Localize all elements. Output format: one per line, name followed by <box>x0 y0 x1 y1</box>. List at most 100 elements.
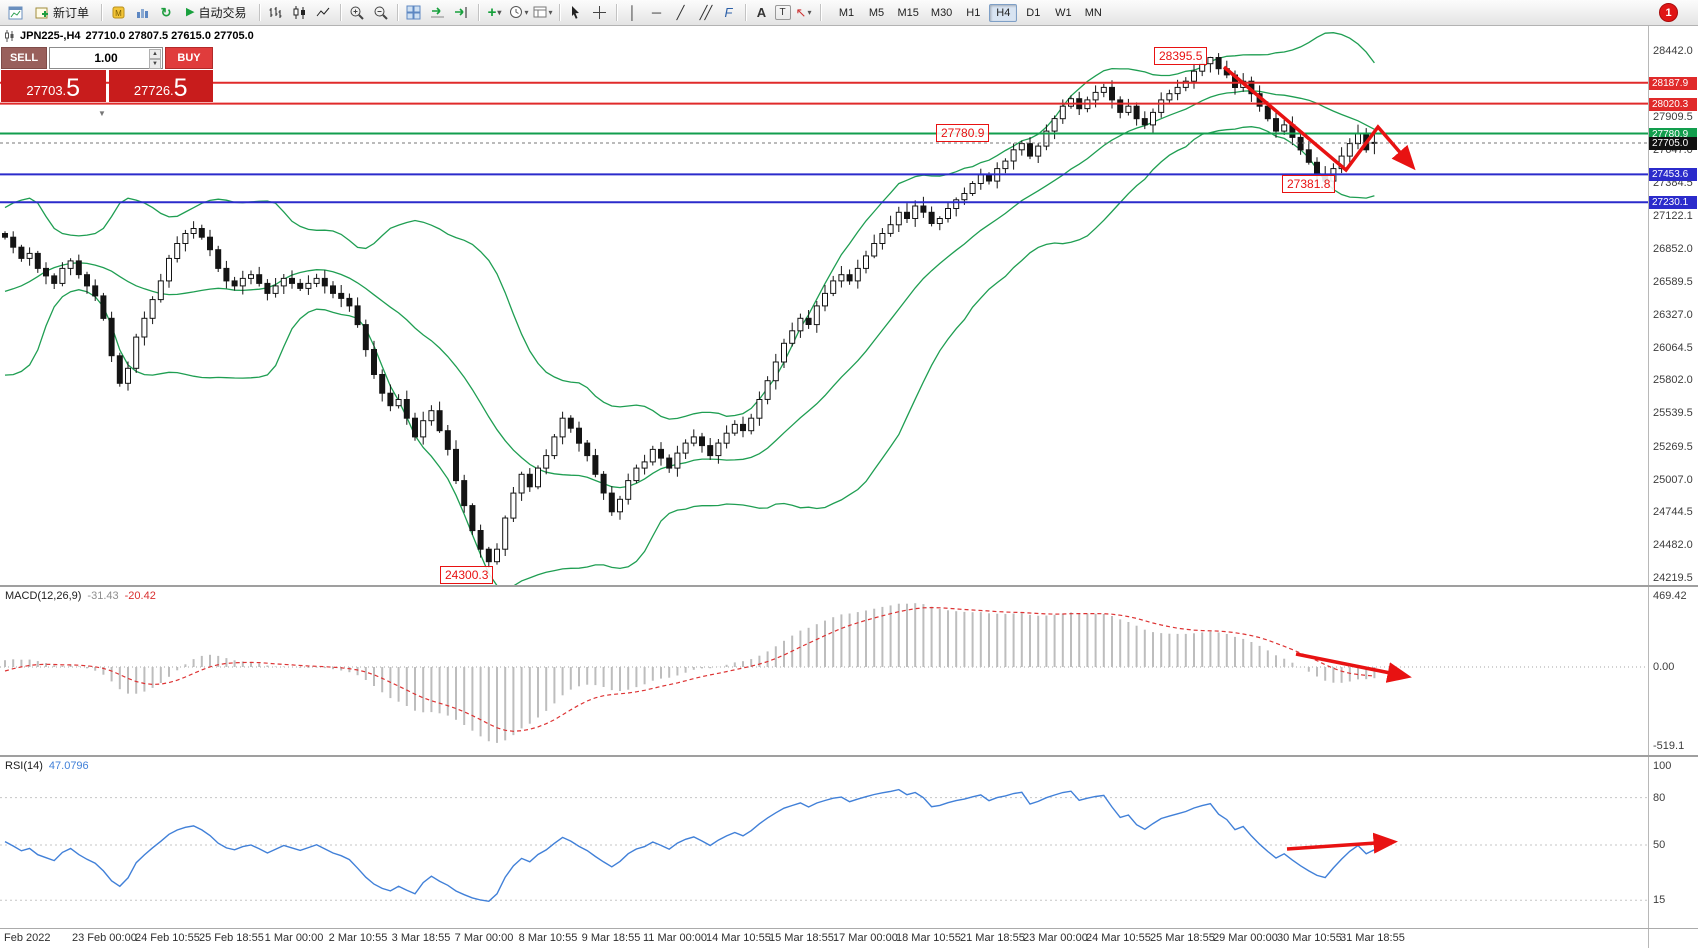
volume-value: 1.00 <box>94 51 118 65</box>
price-axis-label: 25269.5 <box>1653 441 1693 453</box>
symbol-ohlc-values: 27710.0 27807.5 27615.0 27705.0 <box>85 30 254 42</box>
dropdown-caret: ▾ <box>497 8 502 17</box>
time-axis-label: 21 Mar 18:55 <box>960 932 1025 944</box>
new-order-label: 新订单 <box>53 6 90 20</box>
toolbar-separator <box>396 4 398 21</box>
macd-axis-label: 469.42 <box>1653 590 1687 602</box>
new-order-button[interactable]: 新订单 <box>28 2 96 23</box>
panel-splitter-rsi[interactable] <box>0 755 1698 757</box>
price-level-badge: 27230.1 <box>1649 196 1697 209</box>
price-axis-label: 28442.0 <box>1653 45 1693 57</box>
candlestick-chart-icon[interactable] <box>289 2 311 24</box>
trend-arrow[interactable] <box>1286 832 1398 854</box>
trade-widget-collapse-icon[interactable]: ▼ <box>98 109 106 118</box>
chart-window-icon[interactable] <box>4 2 26 24</box>
main-candlestick-chart[interactable] <box>0 26 1648 585</box>
timeframe-button-w1[interactable]: W1 <box>1055 6 1072 19</box>
text-icon[interactable]: A <box>756 5 767 20</box>
timeframe-button-h1[interactable]: H1 <box>966 6 981 19</box>
sell-button[interactable]: SELL <box>1 47 47 69</box>
price-axis-label: 25802.0 <box>1653 374 1693 386</box>
price-axis-label: 27909.5 <box>1653 111 1693 123</box>
text-label-icon[interactable]: T <box>774 5 791 20</box>
timeframe-toolbar: M1 M5 M15 M30 H1 H4 D1 W1 MN <box>832 3 1109 22</box>
timeframe-button-d1[interactable]: D1 <box>1026 6 1041 19</box>
zoom-out-icon[interactable] <box>370 2 392 24</box>
price-axis-label: 25539.5 <box>1653 407 1693 419</box>
auto-trading-button[interactable]: ▶ 自动交易 <box>179 2 253 23</box>
metaeditor-icon[interactable]: M <box>107 2 129 24</box>
price-annotation[interactable]: 24300.3 <box>440 566 494 584</box>
macd-indicator-pane[interactable] <box>0 587 1648 755</box>
crosshair-icon[interactable] <box>589 2 611 24</box>
toolbar-separator <box>258 4 260 21</box>
rsi-axis-label: 100 <box>1653 760 1672 772</box>
symbol-info-bar: JPN225-,H4 27710.0 27807.5 27615.0 27705… <box>4 30 254 42</box>
price-axis-label: 25007.0 <box>1653 474 1693 486</box>
time-axis-label: 25 Mar 18:55 <box>1150 932 1215 944</box>
price-annotation[interactable]: 28395.5 <box>1154 47 1208 65</box>
timeframe-button-m5[interactable]: M5 <box>868 6 885 19</box>
time-axis-label: 18 Mar 10:55 <box>896 932 961 944</box>
panel-splitter-macd[interactable] <box>0 585 1698 587</box>
chart-shift-icon[interactable] <box>451 2 473 24</box>
volume-up-button[interactable]: ▲ <box>149 49 161 59</box>
auto-trading-play-icon: ▶ <box>186 6 195 18</box>
buy-price-display[interactable]: 27726. 5 <box>108 70 213 102</box>
one-click-trading-widget: SELL 1.00 ▲ ▼ BUY 27703. 5 27726. 5 <box>1 47 213 102</box>
cursor-icon[interactable] <box>565 2 587 24</box>
channel-icon[interactable]: ╱╱ <box>699 5 713 20</box>
time-axis-label: 17 Mar 00:00 <box>833 932 898 944</box>
arrow-tool-icon[interactable]: ↖ ▾ <box>795 5 812 20</box>
notification-badge[interactable]: 1 <box>1659 3 1678 22</box>
toolbar-separator <box>819 4 821 21</box>
new-order-icon <box>35 7 48 18</box>
time-axis-label: 11 Mar 00:00 <box>643 932 708 944</box>
tile-windows-icon[interactable] <box>403 2 425 24</box>
timeframe-button-m15[interactable]: M15 <box>897 6 919 19</box>
macd-title: MACD(12,26,9) <box>5 590 82 602</box>
bar-chart-icon[interactable] <box>265 2 287 24</box>
timeframe-button-m1[interactable]: M1 <box>838 6 855 19</box>
price-annotation[interactable]: 27780.9 <box>936 124 990 142</box>
buy-button[interactable]: BUY <box>165 47 213 69</box>
templates-icon[interactable]: ▾ <box>532 2 554 24</box>
price-axis-label: 26852.0 <box>1653 243 1693 255</box>
candles-layer <box>2 53 1378 568</box>
price-annotation[interactable]: 27381.8 <box>1282 175 1336 193</box>
refresh-icon[interactable]: ↻ <box>160 5 172 20</box>
buy-price-big-digit: 5 <box>173 74 188 102</box>
sell-price-display[interactable]: 27703. 5 <box>1 70 106 102</box>
macd-signal-line <box>4 606 1375 732</box>
trend-arrow[interactable] <box>1295 652 1412 683</box>
toolbar-separator <box>558 4 560 21</box>
zoom-in-icon[interactable] <box>346 2 368 24</box>
trendline-icon[interactable]: ╱ <box>676 5 685 20</box>
volume-input[interactable]: 1.00 ▲ ▼ <box>49 47 163 69</box>
add-indicator-icon[interactable]: + ▾ <box>487 4 502 21</box>
time-axis-border <box>0 928 1698 929</box>
sell-price-big-digit: 5 <box>66 74 81 102</box>
toolbar-separator <box>339 4 341 21</box>
price-level-badge: 28020.3 <box>1649 98 1697 111</box>
market-watch-icon[interactable] <box>131 2 153 24</box>
toolbar: 新订单 M ↻ ▶ 自动交易 + ▾ ▾ ▾ <box>0 0 1698 26</box>
timeframe-button-mn[interactable]: MN <box>1084 6 1102 19</box>
timeframe-button-m30[interactable]: M30 <box>930 6 953 19</box>
line-chart-icon[interactable] <box>313 2 335 24</box>
time-axis-label: 8 Mar 10:55 <box>518 932 578 944</box>
periods-icon[interactable]: ▾ <box>508 2 530 24</box>
price-axis-label: 27122.1 <box>1653 210 1693 222</box>
rsi-indicator-pane[interactable] <box>0 757 1648 928</box>
auto-scroll-icon[interactable] <box>427 2 449 24</box>
trend-arrow[interactable] <box>1222 65 1416 173</box>
vertical-line-icon[interactable]: │ <box>628 5 637 20</box>
volume-down-button[interactable]: ▼ <box>149 59 161 69</box>
price-axis-label: 26064.5 <box>1653 342 1693 354</box>
fibonacci-icon[interactable]: F <box>724 5 733 20</box>
horizontal-line-icon[interactable]: ─ <box>651 5 662 20</box>
volume-spinner: ▲ ▼ <box>149 49 161 69</box>
time-axis-label: 9 Mar 18:55 <box>581 932 641 944</box>
auto-trading-label: 自动交易 <box>198 6 247 20</box>
timeframe-button-h4[interactable]: H4 <box>989 3 1018 22</box>
